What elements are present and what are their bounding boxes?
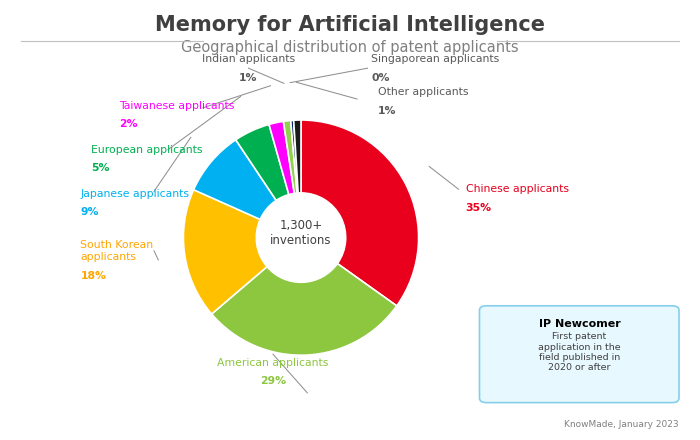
Text: Other applicants: Other applicants — [378, 88, 468, 97]
Circle shape — [256, 193, 346, 282]
Text: 35%: 35% — [466, 203, 491, 213]
Text: 1,300+
inventions: 1,300+ inventions — [270, 219, 332, 247]
Text: 5%: 5% — [91, 163, 109, 173]
Wedge shape — [284, 121, 297, 194]
Text: First patent
application in the
field published in
2020 or after: First patent application in the field pu… — [538, 332, 621, 372]
Text: 1%: 1% — [239, 73, 258, 83]
Text: 9%: 9% — [80, 207, 99, 217]
Text: American applicants: American applicants — [217, 358, 329, 368]
Text: Geographical distribution of patent applicants: Geographical distribution of patent appl… — [181, 40, 519, 55]
Text: 0%: 0% — [371, 73, 389, 83]
Text: 1%: 1% — [378, 106, 396, 116]
Text: Singaporean applicants: Singaporean applicants — [371, 55, 499, 64]
Text: South Korean
applicants: South Korean applicants — [80, 240, 153, 262]
Text: Memory for Artificial Intelligence: Memory for Artificial Intelligence — [155, 15, 545, 35]
Wedge shape — [211, 264, 397, 355]
Text: Taiwanese applicants: Taiwanese applicants — [119, 101, 234, 110]
Text: KnowMade, January 2023: KnowMade, January 2023 — [564, 420, 679, 429]
Wedge shape — [301, 120, 419, 306]
Wedge shape — [290, 120, 298, 193]
Wedge shape — [194, 140, 276, 220]
Wedge shape — [293, 120, 301, 193]
Text: 18%: 18% — [80, 271, 106, 281]
Wedge shape — [236, 125, 289, 201]
Text: Chinese applicants: Chinese applicants — [466, 184, 568, 194]
Text: IP Newcomer: IP Newcomer — [539, 319, 620, 329]
Text: Indian applicants: Indian applicants — [202, 55, 295, 64]
Text: 2%: 2% — [119, 119, 138, 129]
Wedge shape — [183, 190, 267, 314]
Text: European applicants: European applicants — [91, 145, 202, 154]
Wedge shape — [269, 121, 294, 194]
Text: 29%: 29% — [260, 377, 286, 386]
Text: Japanese applicants: Japanese applicants — [80, 189, 190, 198]
